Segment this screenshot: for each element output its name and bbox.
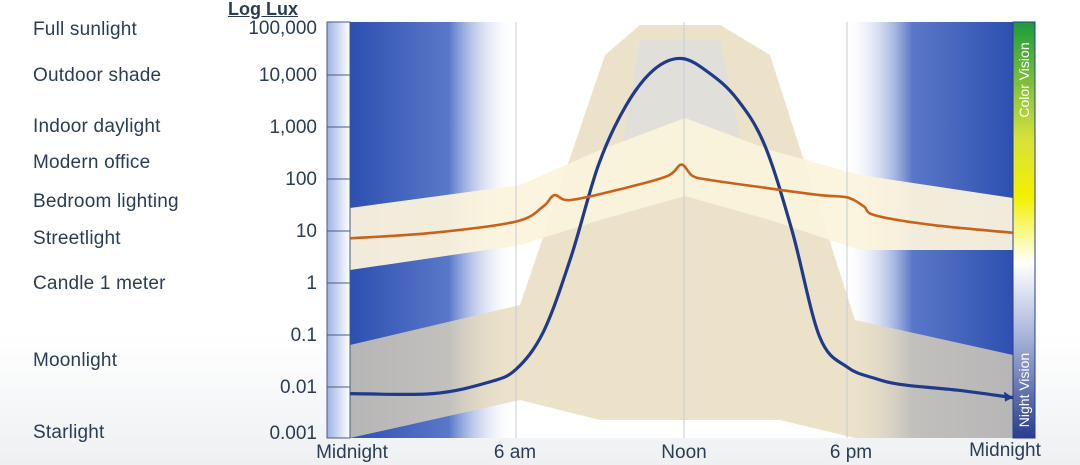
vision-bar — [1012, 21, 1036, 439]
x-tick-label: Noon — [661, 442, 707, 463]
light-level-label: Candle 1 meter — [33, 273, 166, 294]
y-tick-label: 10 — [295, 221, 317, 242]
color-vision-label: Color Vision — [1016, 42, 1032, 118]
x-tick-label: 6 am — [493, 442, 537, 463]
series-line-2 — [349, 163, 1014, 240]
y-axis-bar-dividers — [327, 74, 350, 388]
x-tick-label: 6 pm — [829, 442, 873, 463]
y-tick-label: 100 — [285, 169, 317, 190]
light-level-label: Bedroom lighting — [33, 191, 179, 212]
light-level-label: Modern office — [33, 152, 151, 173]
x-tick-label: Midnight — [969, 440, 1041, 461]
light-level-label: Moonlight — [33, 350, 118, 371]
light-level-label: Indoor daylight — [33, 116, 161, 137]
y-tick-label: 1 — [306, 273, 317, 294]
series-line-1 — [349, 56, 1014, 400]
light-level-label: Full sunlight — [33, 19, 137, 40]
y-tick-label: 1,000 — [269, 117, 317, 138]
light-level-label: Streetlight — [33, 228, 121, 249]
y-tick-label: 10,000 — [258, 65, 317, 86]
y-tick-label: 0.01 — [280, 377, 317, 398]
light-level-label: Outdoor shade — [33, 65, 162, 86]
night-vision-label: Night Vision — [1016, 352, 1032, 428]
y-tick-label: 0.1 — [290, 325, 317, 346]
light-level-label: Starlight — [33, 422, 105, 443]
y-tick-label: 100,000 — [248, 18, 317, 39]
y-axis-title: Log Lux — [228, 0, 298, 19]
series-line-1-arrowhead — [1004, 391, 1013, 402]
x-tick-label: Midnight — [316, 442, 388, 463]
y-axis-bar — [326, 21, 351, 439]
y-tick-label: 0.001 — [269, 423, 317, 444]
series-layer — [349, 56, 1014, 402]
